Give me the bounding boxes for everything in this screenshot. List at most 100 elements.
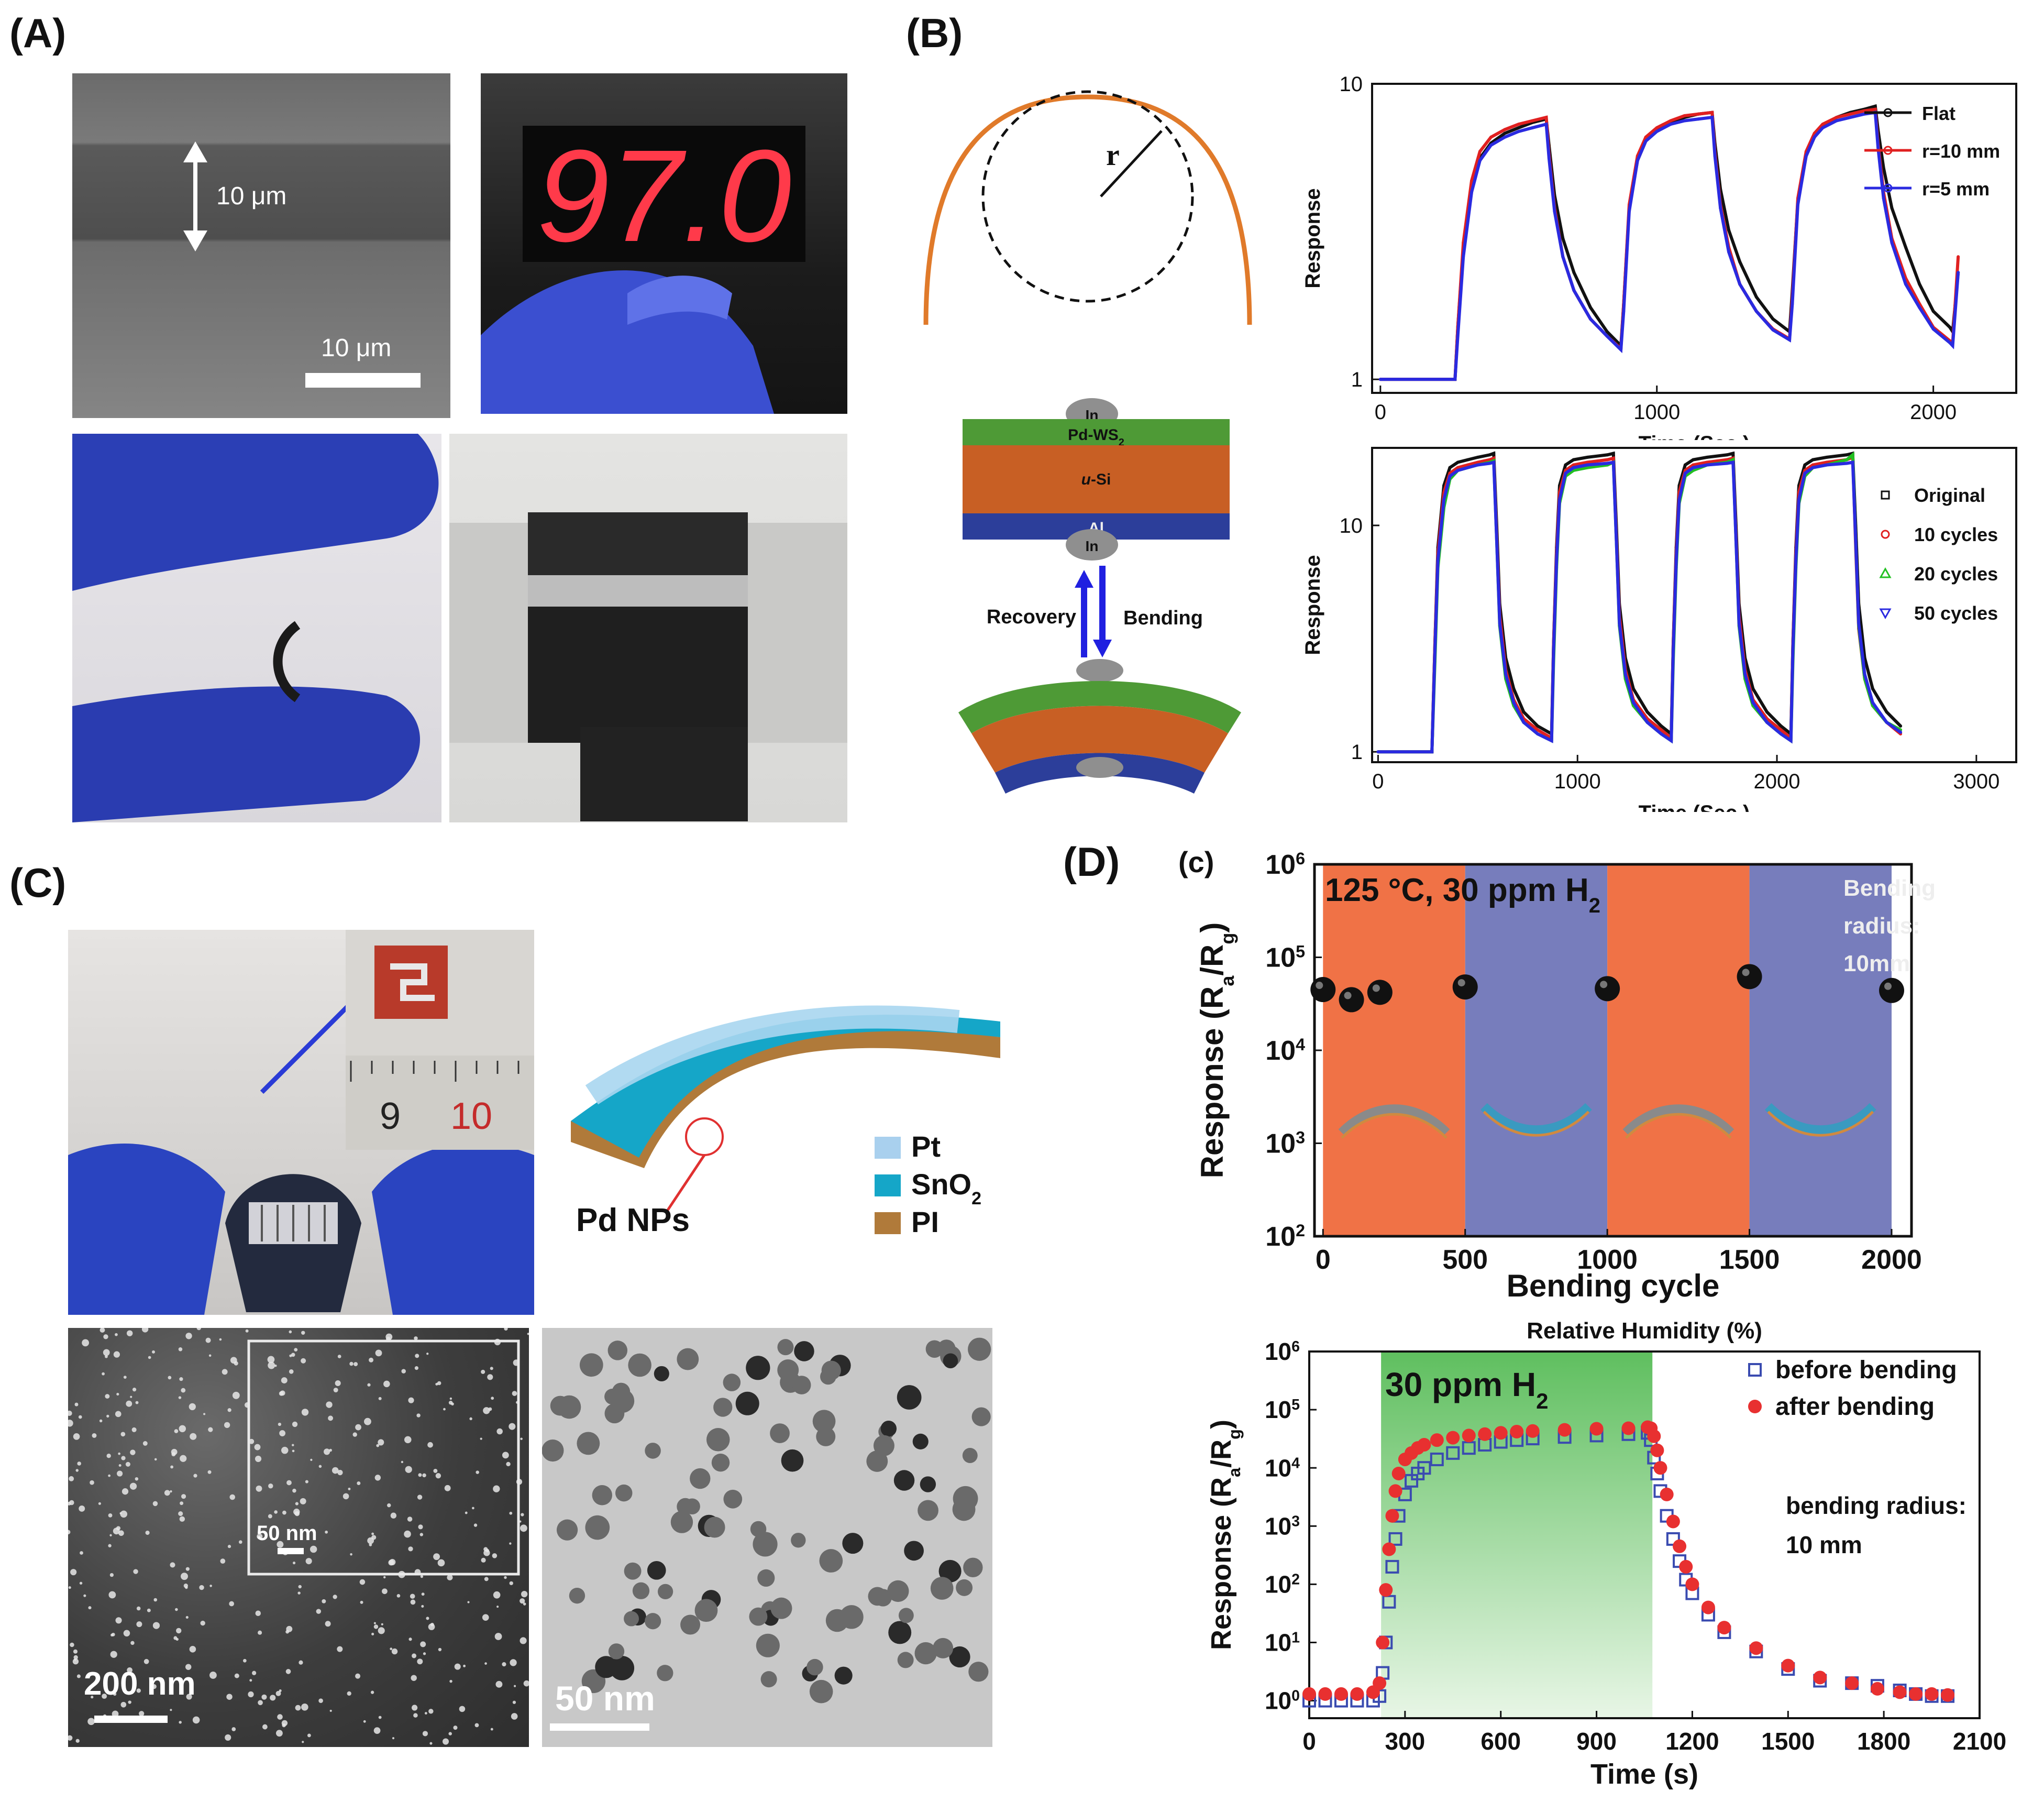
pd-nanoparticle	[226, 1694, 233, 1700]
y-tick-base: 10	[1265, 1629, 1291, 1656]
data-point	[1771, 328, 1775, 332]
pd-nanoparticle	[448, 1400, 453, 1405]
pd-nanoparticle	[383, 1380, 390, 1388]
data-point	[1512, 701, 1516, 705]
pd-nanoparticle	[125, 1462, 130, 1467]
pd-nanoparticle	[337, 1355, 341, 1358]
pd-nanoparticle	[281, 1446, 289, 1454]
pd-nanoparticle	[300, 1498, 306, 1504]
bending-band-2	[1607, 864, 1750, 1236]
after-bending-point	[1478, 1427, 1492, 1441]
series-line-3	[1378, 460, 1902, 754]
data-point	[1811, 466, 1815, 469]
pd-nanoparticle	[219, 1338, 222, 1341]
pd-nanoparticle	[73, 1655, 78, 1660]
pd-nanoparticle	[268, 1361, 275, 1369]
tem-nanoparticle	[577, 1432, 600, 1455]
pd-nanoparticle	[127, 1667, 132, 1673]
pd-nanoparticle	[118, 1464, 121, 1467]
y-tick-label: 1	[1351, 368, 1363, 391]
data-point	[1660, 724, 1663, 728]
sem-inset-frame	[247, 1339, 520, 1576]
data-point	[1670, 739, 1673, 742]
pd-nanoparticle	[378, 1439, 384, 1446]
bending-radius-note: 10 mm	[1786, 1531, 1862, 1558]
data-point	[1791, 302, 1794, 306]
data-point	[1476, 455, 1479, 459]
pd-nanoparticle	[77, 1462, 81, 1466]
tem-nanoparticle	[592, 1485, 612, 1506]
data-point	[1552, 649, 1555, 652]
data-point	[1696, 117, 1700, 121]
x-axis-label: Bending cycle	[1507, 1268, 1720, 1303]
tem-nanoparticle	[949, 1646, 970, 1668]
bent-device-icon	[1480, 1103, 1592, 1135]
pd-nanoparticle	[416, 1413, 421, 1418]
recovery-label: Recovery	[987, 606, 1076, 628]
after-bending-point	[1749, 1641, 1763, 1655]
pd-nanoparticle	[293, 1508, 300, 1515]
data-point	[1779, 732, 1783, 735]
pd-nanoparticle	[274, 1510, 278, 1514]
y-tick-base: 10	[1265, 850, 1296, 880]
pd-nanoparticle	[490, 1367, 493, 1370]
pd-nanoparticle	[292, 1444, 294, 1446]
bent-substrate-arc	[923, 94, 1252, 325]
pd-nanoparticle	[108, 1591, 116, 1599]
pd-nanoparticle	[123, 1376, 127, 1379]
x-tick-label: 2000	[1754, 770, 1800, 793]
data-point	[1547, 157, 1551, 160]
data-point	[1765, 710, 1769, 714]
pd-nanoparticle	[495, 1680, 503, 1688]
pd-nanoparticle	[337, 1469, 343, 1476]
data-point	[1605, 334, 1609, 338]
pd-nanoparticle	[275, 1690, 281, 1696]
chip-electrode-pattern	[390, 963, 435, 1001]
pd-nanoparticle	[227, 1408, 231, 1412]
data-point	[1669, 123, 1673, 126]
data-point	[1456, 460, 1460, 464]
pd-nanoparticle	[234, 1673, 239, 1678]
bent-silicon-layer	[971, 706, 1228, 773]
pd-nanoparticle	[181, 1494, 186, 1499]
tem-nanoparticle	[914, 1642, 937, 1665]
pd-nanoparticle	[261, 1694, 267, 1700]
pd-nanoparticle	[175, 1638, 179, 1641]
tem-nanoparticle	[920, 1476, 936, 1492]
pd-nanoparticle	[396, 1594, 401, 1598]
flexible-sensor-layer: 9 10	[68, 930, 534, 1315]
tem-nanoparticle	[585, 1515, 610, 1540]
x-tick-label: 300	[1385, 1728, 1425, 1755]
data-point	[1531, 126, 1534, 129]
bent-device-icon-substrate	[1341, 1113, 1448, 1139]
pd-nanoparticle	[68, 1420, 73, 1427]
silicon-label: u-Si	[1081, 471, 1111, 488]
data-point	[1433, 649, 1437, 652]
data-point	[1727, 228, 1730, 232]
data-point	[1794, 558, 1798, 562]
tem-nanoparticle	[792, 1376, 811, 1394]
data-point	[1618, 621, 1621, 625]
pd-nanoparticle	[242, 1658, 247, 1663]
data-point	[1731, 458, 1735, 462]
x-tick-label: 0	[1302, 1728, 1316, 1755]
pd-nanoparticle	[168, 1376, 172, 1380]
pd-nanoparticle	[291, 1353, 295, 1357]
data-point	[1622, 310, 1626, 313]
pd-nanoparticle	[180, 1455, 187, 1462]
data-point	[1489, 135, 1493, 139]
data-point	[1536, 728, 1540, 732]
exposure-annotation: 30 ppm H2	[1385, 1366, 1548, 1413]
pd-nanoparticle	[482, 1614, 489, 1621]
tem-nanoparticle	[608, 1643, 625, 1660]
pd-nanoparticle	[349, 1361, 353, 1366]
pd-nanoparticle	[186, 1694, 192, 1700]
tem-nanoparticle	[806, 1658, 823, 1676]
pd-nanoparticle	[316, 1609, 322, 1614]
pd-nanoparticle	[359, 1579, 366, 1585]
pd-nanoparticle	[417, 1495, 423, 1500]
pd-nanoparticle	[231, 1727, 236, 1731]
x-tick-label: 600	[1480, 1728, 1521, 1755]
data-point	[1737, 621, 1741, 625]
sem-pd-np-image: 50 nm 200 nm	[68, 1328, 529, 1747]
